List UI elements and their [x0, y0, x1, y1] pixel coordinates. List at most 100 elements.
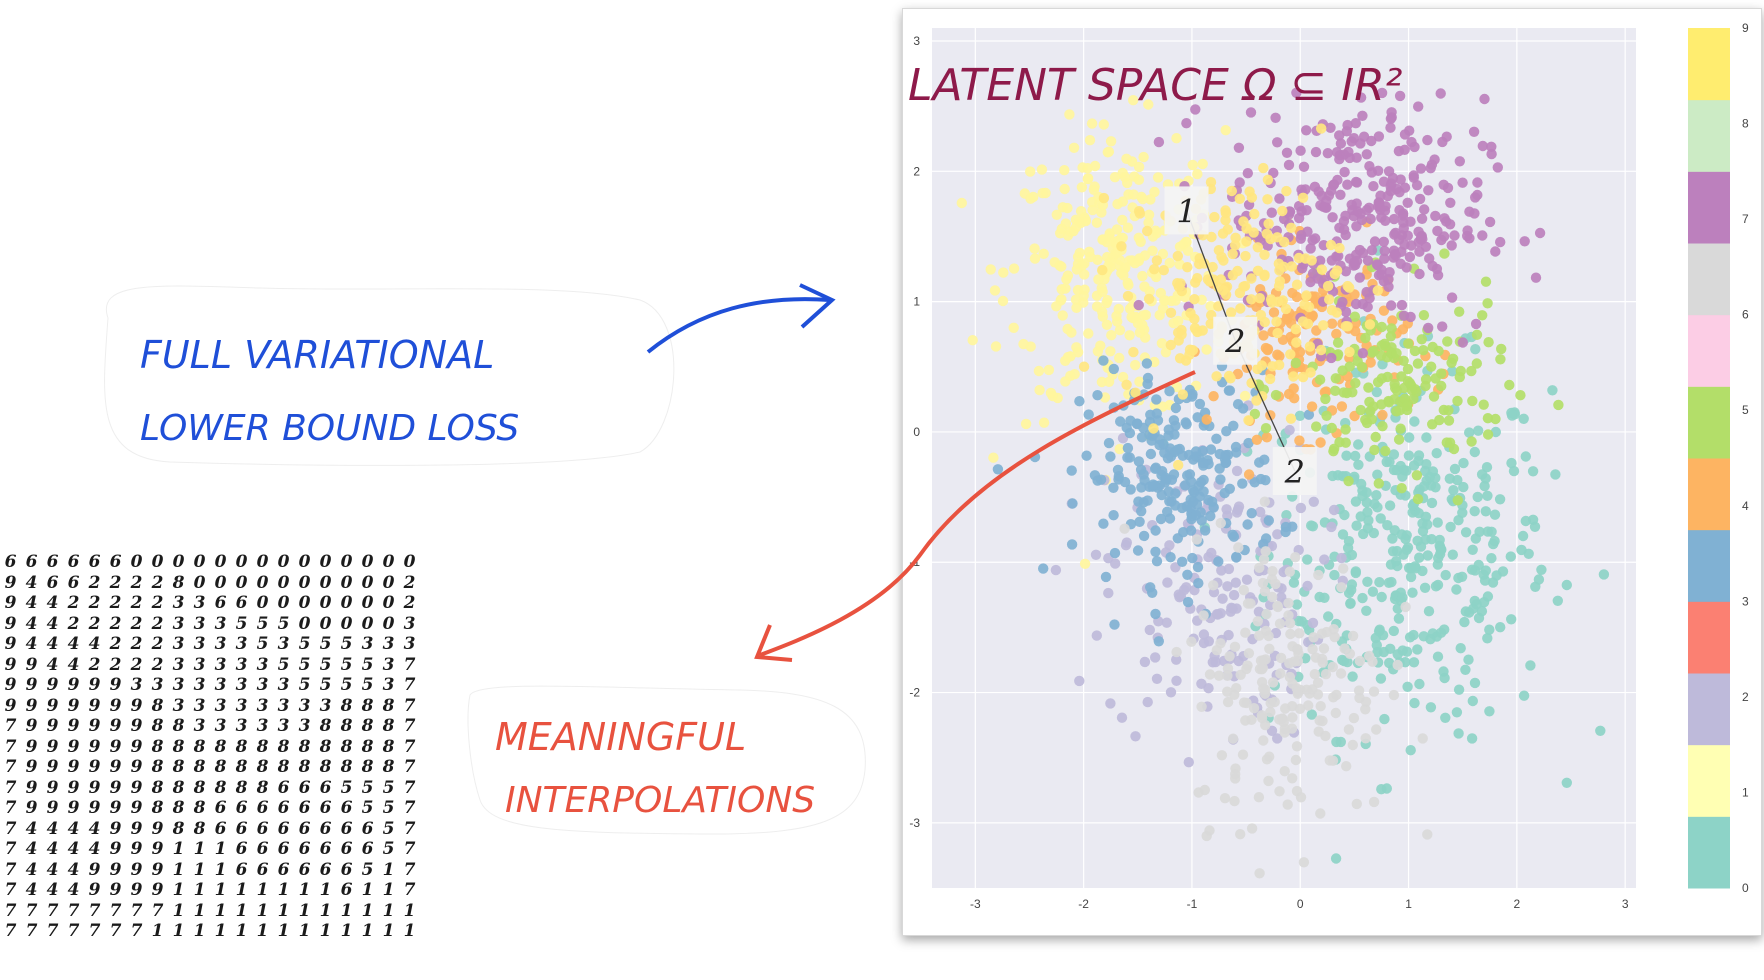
scatter-point-digit-5: [1349, 311, 1361, 322]
scatter-point-digit-7: [1382, 190, 1394, 202]
scatter-point-digit-1: [1160, 347, 1172, 358]
scatter-point-digit-7: [1310, 233, 1321, 244]
scatter-point-digit-2: [1210, 656, 1221, 668]
digit-cell: 4: [25, 880, 38, 900]
digit-cell: 4: [67, 880, 80, 900]
scatter-point-digit-1: [1059, 183, 1070, 195]
digit-cell: 9: [46, 777, 59, 798]
scatter-point-digit-3: [1165, 552, 1176, 563]
digit-cell: 7: [88, 921, 101, 941]
digit-cell: 9: [4, 695, 17, 716]
scatter-point-digit-0: [1420, 465, 1431, 477]
scatter-point-digit-0: [1438, 666, 1449, 677]
scatter-point-digit-0: [1332, 470, 1344, 481]
scatter-point-digit-7: [1335, 138, 1347, 149]
scatter-point-digit-5: [1396, 483, 1407, 494]
scatter-point-digit-1: [1062, 202, 1073, 214]
scatter-point-digit-3: [1187, 389, 1198, 400]
digit-cell: 3: [193, 613, 206, 634]
scatter-point-digit-0: [1467, 695, 1479, 707]
digit-cell: 9: [4, 675, 17, 695]
digit-cell: 3: [382, 675, 395, 695]
scatter-point-digit-9: [1285, 349, 1296, 360]
scatter-point-digit-3: [1214, 463, 1225, 474]
scatter-point-digit-8: [1279, 723, 1291, 735]
scatter-point-digit-1: [1154, 309, 1165, 321]
scatter-point-digit-7: [1454, 156, 1466, 167]
scatter-point-digit-7: [1413, 101, 1424, 112]
scatter-point-digit-7: [1313, 186, 1324, 197]
scatter-point-digit-3: [1154, 439, 1165, 451]
scatter-point-digit-3: [1151, 556, 1163, 567]
digit-cell: 6: [340, 818, 353, 839]
scatter-point-digit-3: [1185, 476, 1197, 487]
scatter-point-digit-0: [1472, 491, 1483, 503]
colorbar-tick-label: 5: [1742, 403, 1749, 417]
digit-cell: 8: [235, 757, 248, 777]
digit-cell: 9: [4, 654, 17, 675]
left-note-line1: FULL VARIATIONAL: [140, 333, 494, 377]
scatter-point-digit-8: [1258, 735, 1269, 746]
digit-cell: 1: [172, 880, 185, 900]
colorbar-segment: [1688, 529, 1730, 602]
colorbar-tick-label: 0: [1742, 881, 1749, 895]
scatter-point-digit-3: [1119, 476, 1131, 488]
scatter-point-digit-9: [1262, 194, 1273, 205]
scatter-point-digit-9: [1286, 222, 1297, 233]
scatter-point-digit-8: [1257, 577, 1269, 589]
scatter-point-digit-7: [1340, 266, 1352, 277]
scatter-point-digit-0: [1341, 450, 1352, 461]
scatter-point-digit-7: [1394, 205, 1405, 216]
scatter-point-digit-0: [1516, 544, 1527, 556]
red-arrowhead-icon: [754, 624, 793, 662]
colorbar-tick-label: 4: [1742, 499, 1749, 513]
scatter-point-digit-1: [1128, 95, 1139, 106]
scatter-point-digit-5: [1377, 421, 1388, 432]
digit-cell: 6: [256, 839, 269, 859]
digit-cell: 4: [67, 839, 80, 859]
bottom-note-bubble: [467, 685, 866, 835]
digit-cell: 9: [130, 839, 143, 859]
scatter-point-digit-9: [1267, 361, 1278, 372]
scatter-point-digit-1: [1080, 214, 1091, 225]
digit-cell: 9: [25, 654, 38, 675]
scatter-point-digit-2: [1091, 630, 1103, 641]
digit-cell: 8: [277, 757, 290, 777]
scatter-point-digit-1: [1151, 228, 1162, 239]
scatter-point-digit-3: [1125, 484, 1136, 495]
latent-space-title: LATENT SPACE Ω ⊆ IR²: [908, 60, 1402, 111]
scatter-point-digit-5: [1380, 341, 1391, 352]
scatter-point-digit-7: [1401, 262, 1412, 273]
scatter-point-digit-0: [1467, 544, 1478, 555]
scatter-point-digit-7: [1422, 134, 1433, 146]
scatter-point-digit-8: [1213, 670, 1225, 681]
scatter-point-digit-1: [1008, 263, 1020, 274]
colorbar-segment: [1688, 314, 1730, 387]
digit-cell: 2: [130, 654, 143, 675]
scatter-point-digit-8: [1294, 628, 1305, 639]
digit-cell: 1: [214, 839, 227, 859]
digit-cell: 3: [214, 716, 227, 736]
scatter-point-digit-9: [1209, 211, 1220, 223]
scatter-point-digit-1: [1066, 327, 1077, 338]
scatter-point-digit-9: [1301, 290, 1312, 301]
scatter-point-digit-5: [1420, 374, 1432, 385]
scatter-point-digit-8: [1267, 566, 1278, 577]
scatter-point-digit-0: [1489, 535, 1500, 547]
scatter-point-digit-1: [1171, 133, 1182, 144]
scatter-point-digit-7: [1376, 87, 1388, 99]
scatter-point-digit-0: [1405, 571, 1417, 583]
scatter-point-digit-0: [1561, 777, 1573, 788]
scatter-point-digit-8: [1219, 793, 1231, 804]
digit-cell: 8: [214, 777, 227, 798]
scatter-point-digit-8: [1255, 655, 1267, 666]
colorbar-segment: [1688, 601, 1730, 674]
digit-cell: 5: [340, 654, 353, 675]
scatter-point-digit-3: [1147, 479, 1159, 490]
digit-cell: 6: [235, 839, 248, 859]
scatter-point-digit-5: [1553, 399, 1564, 411]
scatter-point-digit-1: [1102, 295, 1113, 306]
scatter-point-digit-1: [1020, 418, 1032, 430]
